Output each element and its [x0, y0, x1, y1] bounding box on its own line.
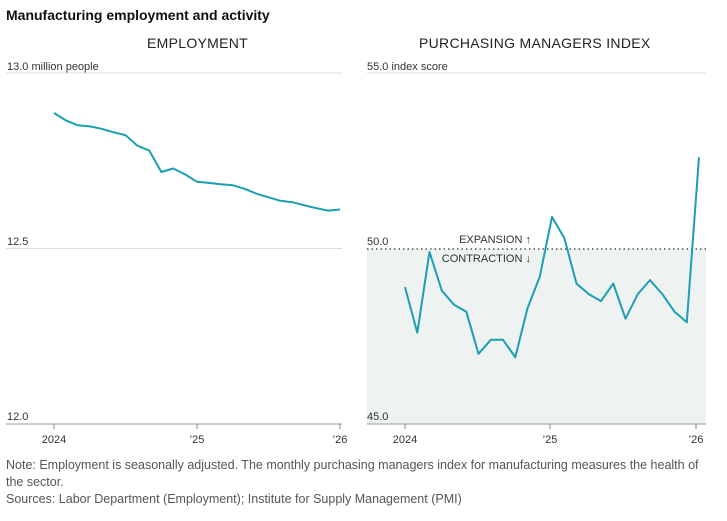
pmi-panel-title: PURCHASING MANAGERS INDEX — [419, 35, 651, 51]
contraction-label: CONTRACTION ↓ — [442, 253, 531, 265]
expansion-label: EXPANSION ↑ — [459, 234, 531, 246]
employment-ytick-label: 12.5 — [7, 236, 28, 248]
sources-line: Sources: Labor Department (Employment); … — [6, 492, 462, 506]
employment-series-line — [53, 112, 341, 212]
pmi-ytick-label: 50.0 — [367, 236, 388, 248]
employment-panel-title: EMPLOYMENT — [147, 35, 249, 51]
employment-xtick-label: 2024 — [42, 434, 66, 446]
footnote: Note: Employment is seasonally adjusted.… — [6, 458, 699, 489]
employment-chart: 13.0 million people 12.5 12.0 2024 ’25 ’… — [6, 61, 347, 446]
pmi-xtick-label: ’25 — [543, 434, 558, 446]
pmi-xtick-label: 2024 — [393, 434, 417, 446]
employment-xtick-label: ’26 — [333, 434, 348, 446]
employment-xtick-label: ’25 — [190, 434, 205, 446]
pmi-y-top-label: 55.0 index score — [367, 61, 448, 73]
chart-title: Manufacturing employment and activity — [6, 7, 270, 23]
employment-points — [53, 112, 342, 213]
footer: Note: Employment is seasonally adjusted.… — [6, 457, 718, 508]
employment-ytick-label: 12.0 — [7, 411, 28, 423]
pmi-chart: 55.0 index score 50.0 EXPANSION ↑ CONTRA… — [367, 61, 706, 446]
pmi-series-line — [404, 157, 700, 359]
pmi-xtick-label: ’26 — [689, 434, 704, 446]
pmi-ytick-label: 45.0 — [367, 411, 388, 423]
employment-y-top-label: 13.0 million people — [7, 61, 99, 73]
contraction-shade — [367, 249, 706, 424]
